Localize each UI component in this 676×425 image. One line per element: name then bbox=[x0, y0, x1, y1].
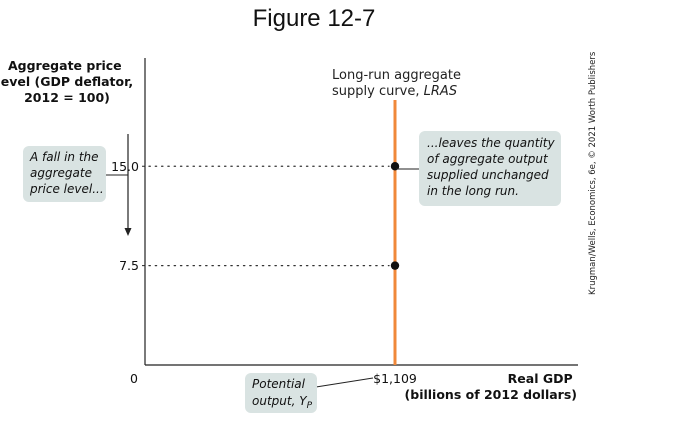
right-callout-line-1: ...leaves the quantity bbox=[427, 136, 555, 150]
origin-label: 0 bbox=[130, 371, 138, 386]
y-tick-label: 7.5 bbox=[119, 258, 139, 273]
potential-callout-line-1: Potential bbox=[252, 377, 306, 391]
left-callout-line-2: aggregate bbox=[30, 166, 92, 180]
guide-lines bbox=[148, 165, 390, 267]
potential-callout-line-2: output, bbox=[252, 394, 299, 408]
price-fall-arrowhead bbox=[124, 228, 132, 236]
y-axis-title-line-3: 2012 = 100) bbox=[24, 90, 110, 105]
right-callout-line-2: of aggregate output bbox=[427, 152, 549, 166]
potential-callout-text: Potential output, YP bbox=[252, 377, 313, 411]
left-callout-text: A fall in the aggregate price level... bbox=[29, 150, 104, 196]
y-ticks: 15.0 7.5 bbox=[111, 159, 145, 273]
potential-callout-leader bbox=[315, 377, 374, 388]
data-point bbox=[390, 261, 400, 270]
x-tick-label: $1,109 bbox=[373, 371, 417, 386]
x-axis-title-line-2: (billions of 2012 dollars) bbox=[405, 387, 577, 402]
lras-label-line-1: Long-run aggregate bbox=[332, 68, 461, 83]
left-callout-box bbox=[23, 146, 106, 202]
x-axis-title-line-1: Real GDP bbox=[508, 371, 573, 386]
potential-subscript: P bbox=[307, 401, 313, 411]
y-tick-label: 15.0 bbox=[111, 159, 139, 174]
right-callout-box bbox=[419, 131, 561, 206]
left-callout-line-1: A fall in the bbox=[29, 150, 99, 164]
right-callout-line-4: in the long run. bbox=[427, 184, 519, 198]
y-axis-title-line-1: Aggregate price bbox=[8, 58, 122, 73]
potential-symbol: Y bbox=[299, 394, 308, 408]
data-points bbox=[390, 162, 400, 270]
data-point bbox=[390, 162, 400, 171]
right-callout-line-3: supplied unchanged bbox=[427, 168, 549, 182]
lras-label-line-2: supply curve, bbox=[332, 84, 424, 99]
y-axis-title-line-2: level (GDP deflator, bbox=[0, 74, 133, 89]
publisher-credit: Krugman/Wells, Economics, 6e, © 2021 Wor… bbox=[588, 51, 598, 295]
left-callout-line-3: price level... bbox=[29, 182, 104, 196]
y-axis-title: Aggregate price level (GDP deflator, 201… bbox=[0, 58, 138, 105]
lras-label: Long-run aggregate supply curve, LRAS bbox=[332, 68, 465, 99]
x-axis-title: Real GDP (billions of 2012 dollars) bbox=[405, 371, 577, 402]
right-callout-text: ...leaves the quantity of aggregate outp… bbox=[427, 136, 558, 198]
lras-label-italic: LRAS bbox=[424, 84, 457, 99]
potential-callout-box bbox=[245, 373, 317, 413]
figure-title: Figure 12-7 bbox=[253, 5, 376, 32]
